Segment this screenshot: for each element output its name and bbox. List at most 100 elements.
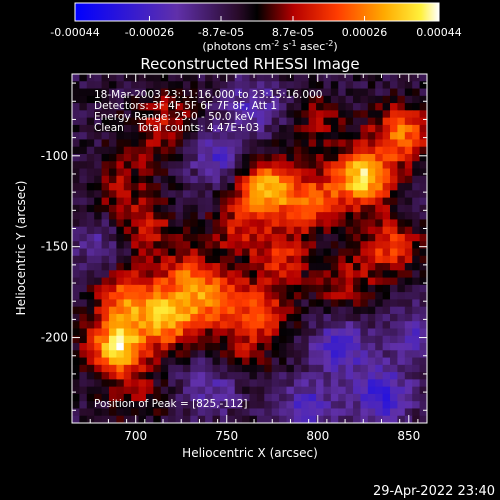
heatmap-cell (360, 168, 369, 177)
heatmap-cell (382, 306, 391, 315)
heatmap-cell (286, 197, 295, 206)
heatmap-cell (279, 328, 288, 337)
heatmap-cell (227, 350, 236, 359)
heatmap-cell (279, 212, 288, 221)
heatmap-cell (345, 219, 354, 228)
heatmap-cell (234, 255, 243, 264)
heatmap-cell (116, 103, 125, 111)
heatmap-cell (138, 139, 147, 148)
heatmap-cell (330, 248, 339, 257)
heatmap-cell (264, 255, 273, 264)
heatmap-cell (227, 401, 236, 410)
axis-ticks: 700 750 800 850-100-150-200 (41, 74, 427, 443)
heatmap-cell (271, 139, 280, 148)
heatmap-cell (190, 284, 199, 293)
heatmap-cell (108, 190, 117, 199)
heatmap-cell (301, 415, 310, 423)
heatmap-cell (108, 306, 117, 315)
heatmap-cell (242, 197, 251, 206)
heatmap-cell (256, 175, 265, 184)
heatmap-cell (234, 226, 243, 235)
heatmap-cell (293, 219, 302, 228)
heatmap-cell (353, 350, 362, 359)
heatmap-cell (316, 204, 325, 213)
heatmap-cell (271, 313, 280, 322)
heatmap-cell (338, 350, 347, 359)
heatmap-cell (308, 299, 317, 308)
heatmap-cell (212, 386, 221, 395)
heatmap-cell (219, 306, 228, 315)
heatmap-cell (397, 284, 406, 293)
heatmap-cell (404, 386, 413, 395)
heatmap-cell (79, 132, 88, 141)
heatmap-cell (175, 313, 184, 322)
heatmap-cell (308, 146, 317, 155)
heatmap-cell (108, 357, 117, 366)
heatmap-cell (101, 335, 110, 344)
heatmap-cell (293, 335, 302, 344)
heatmap-cell (367, 124, 376, 133)
heatmap-cell (330, 168, 339, 177)
heatmap-cell (145, 241, 154, 250)
heatmap-cell (412, 255, 421, 264)
heatmap-cell (86, 357, 95, 366)
heatmap-cell (404, 204, 413, 213)
heatmap-cell (279, 364, 288, 373)
heatmap-cell (72, 299, 80, 308)
heatmap-cell (316, 372, 325, 380)
heatmap-cell (94, 255, 103, 264)
heatmap-cell (382, 168, 391, 177)
heatmap-cell (227, 153, 236, 162)
heatmap-cell (286, 168, 295, 177)
heatmap-cell (367, 379, 376, 388)
heatmap-cell (271, 168, 280, 177)
heatmap-cell (242, 124, 251, 133)
heatmap-cell (234, 204, 243, 213)
heatmap-cell (72, 241, 80, 250)
heatmap-cell (308, 277, 317, 286)
heatmap-cell (316, 110, 325, 119)
heatmap-cell (72, 204, 80, 213)
heatmap-cell (182, 335, 191, 344)
heatmap-cell (412, 132, 421, 141)
heatmap-cell (279, 117, 288, 126)
heatmap-cell (160, 306, 169, 315)
heatmap-cell (308, 335, 317, 344)
heatmap-cell (131, 328, 140, 337)
heatmap-cell (286, 306, 295, 315)
heatmap-cell (360, 110, 369, 119)
heatmap-cell (116, 321, 125, 330)
heatmap-cell (212, 284, 221, 293)
heatmap-cell (234, 146, 243, 155)
heatmap-cell (419, 321, 427, 330)
heatmap-cell (101, 146, 110, 155)
heatmap-cell (101, 328, 110, 337)
heatmap-cell (227, 415, 236, 423)
heatmap-cell (138, 379, 147, 388)
heatmap-cell (279, 103, 288, 111)
heatmap-cell (323, 386, 332, 395)
heatmap-cell (108, 212, 117, 221)
heatmap-cell (316, 335, 325, 344)
heatmap-cell (301, 146, 310, 155)
heatmap-cell (279, 357, 288, 366)
heatmap-cell (108, 124, 117, 133)
heatmap-cell (153, 212, 162, 221)
heatmap-cell (367, 343, 376, 351)
heatmap-cell (101, 343, 110, 351)
heatmap-cell (227, 386, 236, 395)
heatmap-cell (271, 241, 280, 250)
heatmap-cell (323, 328, 332, 337)
heatmap-cell (205, 364, 214, 373)
heatmap-cell (160, 219, 169, 228)
heatmap-cell (108, 168, 117, 177)
heatmap-cell (72, 393, 80, 402)
heatmap-cell (197, 335, 206, 344)
heatmap-cell (293, 110, 302, 119)
heatmap-cell (175, 117, 184, 126)
heatmap-cell (197, 299, 206, 308)
heatmap-cell (382, 204, 391, 213)
heatmap-cell (79, 219, 88, 228)
heatmap-cell (219, 139, 228, 148)
heatmap-cell (138, 219, 147, 228)
